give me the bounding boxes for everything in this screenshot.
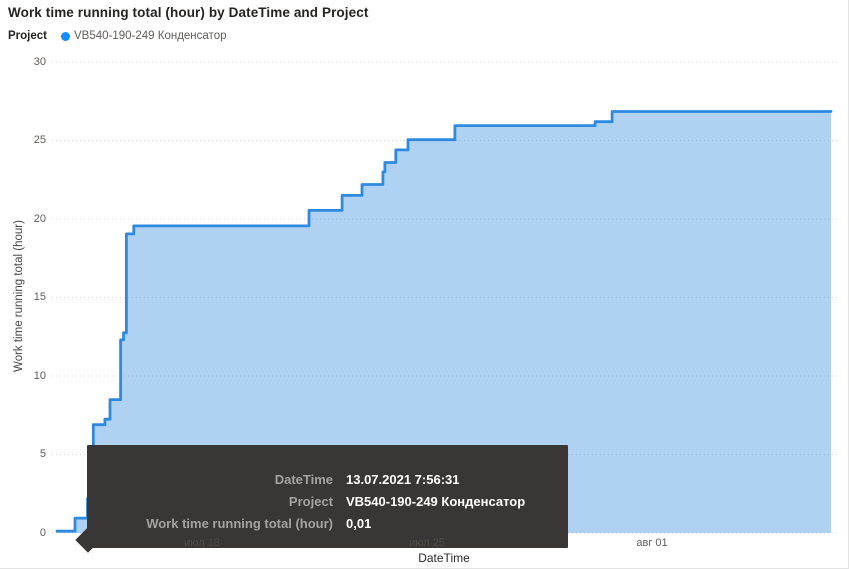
tooltip-row-value: 0,01 (346, 516, 372, 531)
area-fill (57, 111, 831, 533)
x-axis-title: DateTime (418, 551, 470, 565)
x-tick-label: июл 18 (184, 537, 220, 549)
tooltip: DateTime 13.07.2021 7:56:31 Project VB540-1… (87, 445, 568, 548)
tooltip-row-label: DateTime (274, 472, 333, 487)
x-tick-label: авг 01 (636, 537, 668, 549)
tooltip-row-label: Project (288, 494, 333, 509)
tooltip-row: DateTime 13.07.2021 7:56:31 (103, 469, 552, 491)
x-tick-label: июл 25 (409, 537, 445, 549)
page-title: Work time running total (hour) by DateTi… (8, 5, 369, 20)
y-tick-label: 20 (33, 213, 46, 225)
y-tick-label: 30 (33, 56, 46, 68)
legend-item[interactable]: VB540-190-249 Конденсатор (61, 30, 226, 42)
y-tick-label: 5 (39, 448, 46, 460)
legend-dot-icon (61, 31, 70, 41)
tooltip-row-value: 13.07.2021 7:56:31 (346, 472, 460, 487)
tooltip-rows: DateTime 13.07.2021 7:56:31 Project VB540-1… (103, 469, 552, 535)
y-tick-label: 10 (33, 370, 46, 382)
y-tick-label: 15 (33, 291, 46, 303)
tooltip-row: Project VB540-190-249 Конденсатор (103, 491, 552, 513)
legend-item-label: VB540-190-249 Конденсатор (74, 30, 227, 42)
tooltip-row-label: Work time running total (hour) (146, 516, 333, 531)
y-tick-label: 0 (39, 527, 46, 539)
tooltip-row: Work time running total (hour) 0,01 (103, 513, 552, 535)
tooltip-row-value: VB540-190-249 Конденсатор (346, 494, 526, 509)
y-tick-label: 25 (33, 134, 46, 146)
legend-title: Project (8, 30, 47, 42)
legend: Project VB540-190-249 Конденсатор (8, 28, 226, 44)
